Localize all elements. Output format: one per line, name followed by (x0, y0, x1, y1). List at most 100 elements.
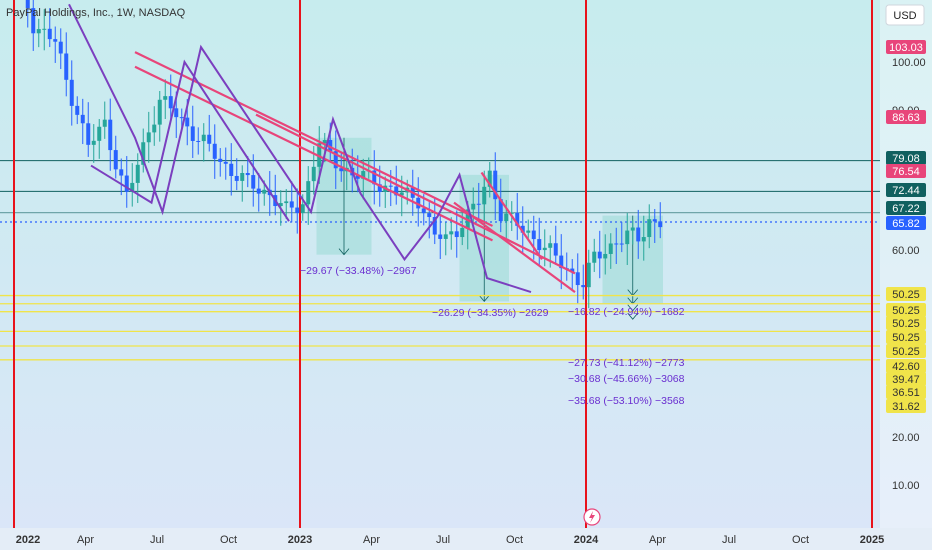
candle-body (91, 140, 96, 145)
time-axis-label: 2025 (860, 534, 884, 546)
price-badge-label: 36.51 (892, 387, 920, 399)
candle-body (399, 192, 404, 196)
candle-body (163, 96, 168, 100)
zigzag-pattern[interactable] (90, 59, 290, 222)
trend-line[interactable] (453, 201, 576, 293)
price-axis-label: 100.00 (892, 57, 926, 69)
candle-body (471, 203, 476, 210)
candle-body (575, 272, 580, 286)
candle-body (619, 243, 624, 245)
candle-body (333, 151, 338, 169)
candle-body (482, 186, 487, 205)
candle-body (185, 117, 190, 127)
candle-body (377, 184, 382, 192)
price-badge (886, 110, 926, 124)
zigzag-pattern[interactable] (68, 3, 532, 294)
candle-body (487, 170, 492, 187)
candle-body (592, 251, 597, 263)
measure-arrowhead (627, 312, 639, 320)
currency-button[interactable]: USD (885, 4, 925, 26)
price-badge-label: 65.82 (892, 218, 920, 230)
measure-arrowhead (478, 295, 490, 303)
time-axis-label: Oct (506, 534, 523, 546)
candle-body (108, 119, 113, 151)
candle-body (53, 39, 58, 42)
candle-body (207, 134, 212, 144)
price-badge-label: 88.63 (892, 112, 920, 124)
candle-body (421, 208, 426, 214)
price-badge-label: 72.44 (892, 185, 920, 197)
candle-body (218, 158, 223, 162)
candle-body (157, 99, 162, 125)
chart-title: PayPal Holdings, Inc., 1W, NASDAQ (6, 7, 186, 19)
candle-body (212, 143, 217, 159)
candle-body (42, 28, 47, 30)
price-axis[interactable] (880, 0, 932, 528)
candle-body (449, 231, 454, 235)
candle-body (531, 230, 536, 240)
candle-body (394, 186, 399, 196)
price-badge (886, 330, 926, 344)
time-axis[interactable] (0, 528, 932, 550)
candle-body (526, 230, 531, 233)
price-badge-label: 103.03 (889, 42, 923, 54)
time-axis-label: Jul (722, 534, 736, 546)
candle-body (47, 28, 52, 40)
trend-line[interactable] (255, 113, 576, 275)
candle-body (647, 219, 652, 238)
price-badge-label: 79.08 (892, 153, 920, 165)
candle-body (515, 212, 520, 226)
candle-body (80, 114, 85, 124)
candle-body (179, 117, 184, 119)
candle-body (603, 253, 608, 259)
candle-body (520, 225, 525, 233)
measure-arrowhead (627, 304, 639, 312)
candle-body (251, 175, 256, 189)
candle-body (548, 243, 553, 248)
trend-line[interactable] (134, 51, 493, 227)
candle-body (388, 185, 393, 187)
measure-label: −16.82 (−24.94%) −1682 (568, 306, 685, 318)
price-badge (886, 372, 926, 386)
candle-body (443, 234, 448, 239)
candle-body (229, 163, 234, 176)
candle-body (614, 243, 619, 245)
candle-body (295, 207, 300, 214)
price-axis-label: 60.00 (892, 245, 920, 257)
trend-line[interactable] (480, 171, 543, 260)
candle-body (196, 140, 201, 142)
candle-body (625, 230, 630, 245)
candle-body (460, 228, 465, 238)
candle-body (586, 262, 591, 288)
candle-body (31, 8, 36, 34)
measure-label: −29.67 (−33.48%) −2967 (300, 265, 417, 277)
candle-body (559, 255, 564, 269)
price-badge-label: 50.25 (892, 332, 920, 344)
candle-body (438, 234, 443, 239)
price-badge-label: 50.25 (892, 346, 920, 358)
measure-arrowhead (338, 248, 350, 256)
price-badge (886, 344, 926, 358)
trend-line[interactable] (134, 65, 493, 242)
candle-body (256, 188, 261, 194)
lightning-icon[interactable] (583, 508, 601, 526)
candle-body (234, 175, 239, 181)
time-axis-label: Jul (150, 534, 164, 546)
price-badge (886, 164, 926, 178)
candle-body (432, 217, 437, 235)
currency-label: USD (893, 10, 916, 22)
candle-body (86, 123, 91, 145)
candle-body (311, 166, 316, 182)
candle-body (339, 168, 344, 172)
candle-body (427, 213, 432, 218)
price-badge (886, 303, 926, 317)
candle-body (509, 212, 514, 214)
candle-body (240, 173, 245, 181)
candle-body (190, 126, 195, 141)
candle-body (124, 175, 129, 192)
candle-body (97, 126, 102, 141)
measure-label: −27.73 (−41.12%) −2773 (568, 357, 685, 369)
price-badge (886, 201, 926, 215)
